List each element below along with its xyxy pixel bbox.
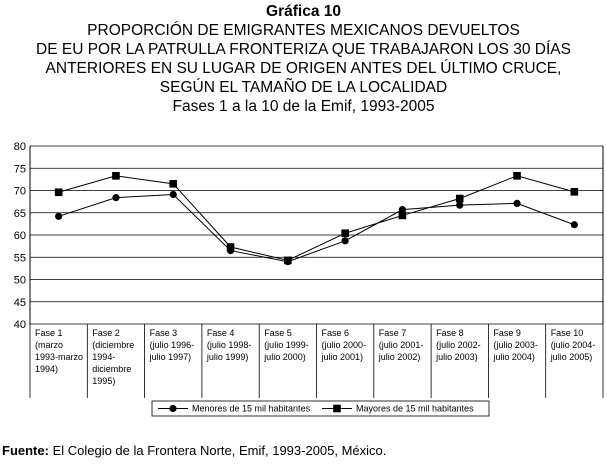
data-point xyxy=(112,194,120,202)
data-point xyxy=(169,190,177,199)
x-category-label-line: julio 2004) xyxy=(492,352,535,362)
data-series xyxy=(54,172,579,266)
x-category-label-line: Fase 10 xyxy=(551,328,584,338)
x-category-label-line: Fase 7 xyxy=(379,328,407,338)
data-point xyxy=(54,188,63,197)
y-tick-label: 55 xyxy=(14,252,26,264)
y-tick-label: 80 xyxy=(14,141,26,153)
x-category-label-line: julio 2000) xyxy=(263,352,306,362)
x-category-label: Fase 6 (julio 2000- julio 2001) xyxy=(321,328,367,362)
legend-label: Menores de 15 mil habitantes xyxy=(192,404,311,414)
data-point xyxy=(112,172,120,180)
chart-subtitle: Fases 1 a la 10 de la Emif, 1993-2005 xyxy=(172,98,435,115)
data-point xyxy=(284,256,292,265)
legend-label: Mayores de 15 mil habitantes xyxy=(356,404,474,414)
x-category-label: Fase 7 (julio 2001- julio 2002) xyxy=(378,328,424,362)
data-point xyxy=(455,194,464,203)
line-chart: 40 45 50 55 60 65 70 75 80 Fase 1 (marzo 1993-marz… xyxy=(14,141,604,417)
legend-marker xyxy=(169,404,177,413)
x-category-label-line: (julio 2000- xyxy=(322,340,367,350)
x-category-labels: Fase 1 (marzo 1993-marzo 1994) Fase 2 (diciem… xyxy=(35,328,595,386)
data-point xyxy=(513,199,521,208)
data-point xyxy=(456,201,464,209)
x-category-label-line: (diciembre xyxy=(92,340,134,350)
series-2 xyxy=(54,172,579,265)
x-category-label-line: 1995) xyxy=(92,376,115,386)
x-category-label-line: Fase 4 xyxy=(207,328,235,338)
x-category-label: Fase 10 (julio 2004- julio 2005) xyxy=(550,328,596,362)
y-tick-label: 50 xyxy=(14,275,26,287)
x-category-label-line: julio 2005) xyxy=(550,352,593,362)
x-category-label-line: Fase 1 xyxy=(35,328,63,338)
data-point xyxy=(55,212,63,220)
chart-title-line: PROPORCIÓN DE EMIGRANTES MEXICANOS DEVUE… xyxy=(87,22,520,39)
x-category-label-line: (marzo xyxy=(35,340,63,350)
axes xyxy=(29,146,604,398)
x-category-label-line: 1994- xyxy=(92,352,115,362)
series-line xyxy=(58,175,575,261)
x-category-label: Fase 8 (julio 2002- julio 2003) xyxy=(435,328,481,362)
legend-marker xyxy=(333,404,341,413)
x-category-label: Fase 1 (marzo 1993-marzo 1994) xyxy=(35,328,83,374)
y-tick-label: 40 xyxy=(14,319,26,331)
source-note: Fuente: El Colegio de la Frontera Norte,… xyxy=(2,443,386,458)
x-category-label-line: (julio 1999- xyxy=(264,340,309,350)
x-category-label-line: julio 2001) xyxy=(321,352,364,362)
y-tick-labels: 40 45 50 55 60 65 70 75 80 xyxy=(14,141,26,331)
y-tick-label: 60 xyxy=(14,230,26,242)
data-point xyxy=(398,206,407,214)
y-tick-label: 45 xyxy=(14,297,26,309)
x-category-label-line: julio 1999) xyxy=(206,352,249,362)
x-category-label-line: Fase 8 xyxy=(436,328,464,338)
source-label: Fuente: xyxy=(2,443,49,458)
x-category-label-line: julio 1997) xyxy=(149,352,192,362)
chart-title-line: SEGÚN EL TAMAÑO DE LA LOCALIDAD xyxy=(159,79,448,96)
legend-box xyxy=(151,400,490,417)
x-category-label: Fase 4 (julio 1998- julio 1999) xyxy=(206,328,252,362)
chart-title-block: Gráfica 10 PROPORCIÓN DE EMIGRANTES MEXI… xyxy=(0,2,607,116)
x-category-label: Fase 9 (julio 2003- julio 2004) xyxy=(492,328,538,362)
x-category-label-line: 1994) xyxy=(35,364,58,374)
x-category-label-line: Fase 5 xyxy=(264,328,292,338)
x-category-label-line: (julio 2002- xyxy=(436,340,481,350)
x-category-label-line: Fase 9 xyxy=(493,328,521,338)
y-tick-label: 75 xyxy=(14,163,26,175)
y-tick-label: 65 xyxy=(14,208,26,220)
data-point xyxy=(570,221,578,229)
chart-title-line: Gráfica 10 xyxy=(266,3,341,20)
x-category-label: Fase 2 (diciembre 1994- diciembre 1995) xyxy=(92,328,134,386)
x-category-label-line: (julio 2004- xyxy=(551,340,596,350)
data-point xyxy=(570,188,579,196)
x-category-label-line: julio 2002) xyxy=(378,352,421,362)
legend: Menores de 15 mil habitantes Mayores de 1… xyxy=(151,400,490,417)
data-point xyxy=(341,229,349,238)
x-category-label-line: (julio 2003- xyxy=(493,340,538,350)
data-point xyxy=(169,180,178,188)
x-category-label-line: (julio 1996- xyxy=(150,340,195,350)
y-tick-label: 70 xyxy=(14,186,26,198)
x-category-label: Fase 3 (julio 1996- julio 1997) xyxy=(149,328,195,362)
x-category-label-line: Fase 2 xyxy=(92,328,120,338)
x-category-label-line: julio 2003) xyxy=(435,352,478,362)
source-text: El Colegio de la Frontera Norte, Emif, 1… xyxy=(48,443,387,458)
x-category-label-line: (julio 1998- xyxy=(207,340,252,350)
x-category-label-line: 1993-marzo xyxy=(35,352,83,362)
x-category-label-line: diciembre xyxy=(92,364,131,374)
x-category-label-line: Fase 6 xyxy=(322,328,350,338)
x-category-label: Fase 5 (julio 1999- julio 2000) xyxy=(263,328,309,362)
series-line xyxy=(58,193,575,263)
data-point xyxy=(398,211,407,220)
data-point xyxy=(226,243,235,251)
x-category-label-line: Fase 3 xyxy=(150,328,178,338)
data-point xyxy=(513,172,521,180)
chart-title-line: ANTERIORES EN SU LUGAR DE ORIGEN ANTES D… xyxy=(45,60,562,77)
grid-lines xyxy=(30,145,603,325)
series-1 xyxy=(55,190,578,266)
chart-title-line: DE EU POR LA PATRULLA FRONTERIZA QUE TRA… xyxy=(36,41,571,58)
data-point xyxy=(341,237,349,245)
x-category-label-line: (julio 2001- xyxy=(379,340,424,350)
